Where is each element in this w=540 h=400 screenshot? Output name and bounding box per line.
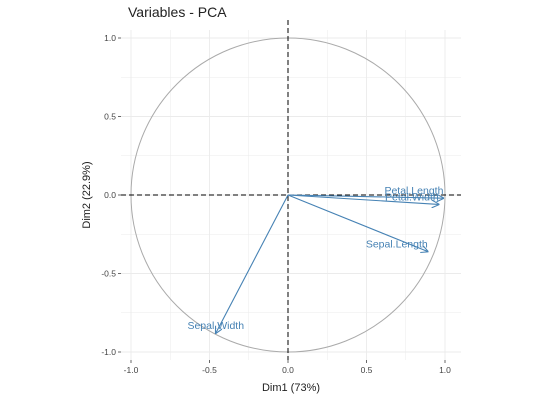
y-tick-label: -1.0 bbox=[101, 347, 116, 357]
label-sepal-width: Sepal.Width bbox=[187, 320, 244, 332]
arrow-sepal-length bbox=[287, 194, 428, 252]
chart-title: Variables - PCA bbox=[128, 4, 227, 20]
x-tick-label: -0.5 bbox=[202, 365, 217, 375]
label-petal-length: Petal.Length bbox=[384, 185, 443, 197]
x-tick-label: -1.0 bbox=[124, 365, 139, 375]
y-axis-title: Dim2 (22.9%) bbox=[81, 161, 93, 228]
arrow-petal-width bbox=[287, 194, 439, 204]
label-sepal-length: Sepal.Length bbox=[366, 239, 428, 251]
y-tick-label: 0.0 bbox=[104, 190, 116, 200]
y-tick-label: 1.0 bbox=[104, 33, 116, 43]
x-axis-title: Dim1 (73%) bbox=[262, 382, 320, 394]
arrow-petal-length bbox=[287, 195, 443, 198]
x-tick-label: 1.0 bbox=[439, 365, 451, 375]
x-tick-label: 0.5 bbox=[361, 365, 373, 375]
variable-labels: Sepal.Length Sepal.Width Petal.LengthPetal… bbox=[187, 185, 443, 332]
label-petal-width: Petal.Width bbox=[385, 191, 439, 203]
x-tick-label: 0.0 bbox=[282, 365, 294, 375]
arrow-sepal-width bbox=[216, 194, 289, 333]
variable-arrows bbox=[216, 195, 444, 333]
y-tick-label: -0.5 bbox=[101, 269, 116, 279]
y-tick-label: 0.5 bbox=[104, 112, 116, 122]
axes: -1.0 -0.5 0.0 0.5 1.0 -1.0 -0.5 0.0 0.5 1.0 bbox=[101, 33, 451, 375]
